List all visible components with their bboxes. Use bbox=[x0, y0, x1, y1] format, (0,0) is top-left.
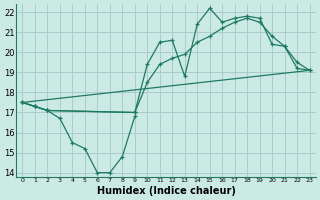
X-axis label: Humidex (Indice chaleur): Humidex (Indice chaleur) bbox=[97, 186, 236, 196]
